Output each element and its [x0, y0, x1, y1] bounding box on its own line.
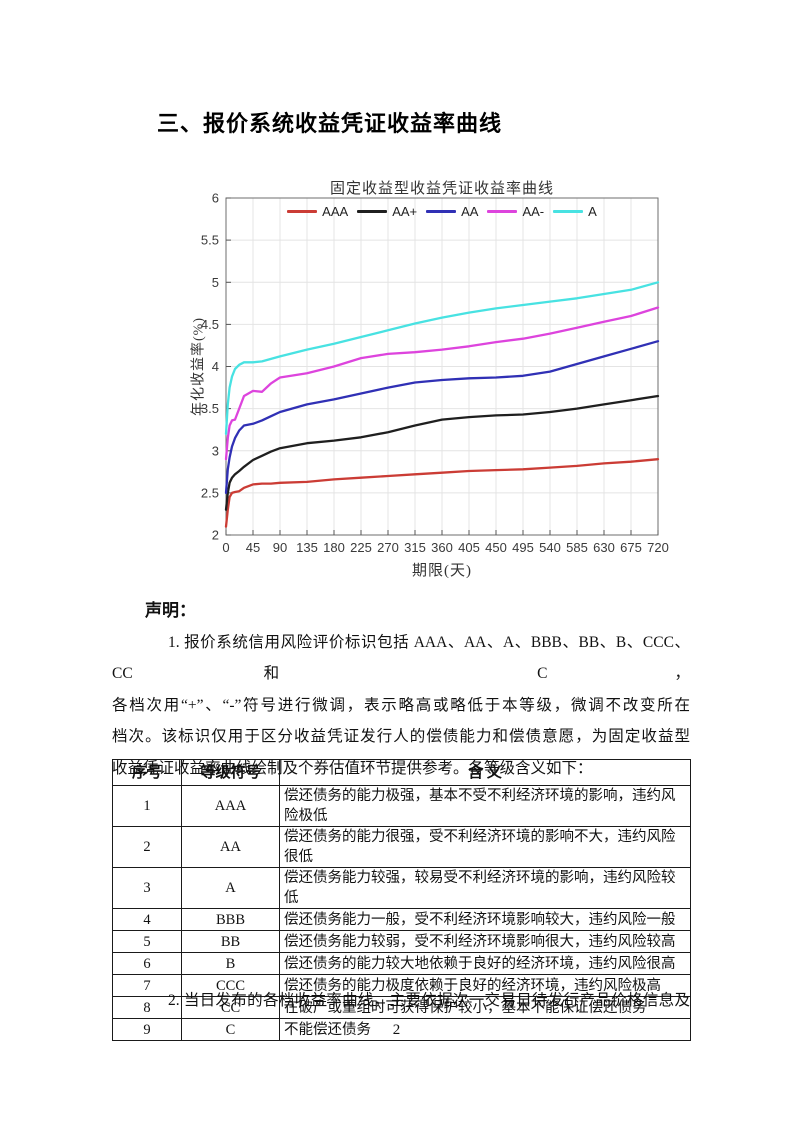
- y-tick-label: 2.5: [201, 485, 219, 500]
- x-tick-label: 630: [593, 540, 615, 555]
- cell-no: 5: [112, 930, 182, 953]
- table-row: 5 BB 偿还债务能力较弱，受不利经济环境影响很大，违约风险较高: [112, 930, 691, 953]
- x-tick-label: 45: [246, 540, 260, 555]
- y-tick-label: 4.5: [201, 317, 219, 332]
- y-tick-label: 5.5: [201, 233, 219, 248]
- legend-item-AA-: AA-: [487, 204, 544, 219]
- declaration-paragraph-2: 2. 当日发布的各档收益率曲线，主要依据次一交易日待发行产品价格信息及: [168, 992, 690, 1009]
- rating-table-header: 序号 等级符号 含 义: [112, 759, 691, 786]
- cell-no: 2: [112, 826, 182, 868]
- cell-no: 1: [112, 785, 182, 827]
- x-tick-label: 315: [404, 540, 426, 555]
- x-tick-label: 135: [296, 540, 318, 555]
- page-number: 2: [392, 1022, 401, 1038]
- header-cell-meaning: 含 义: [279, 759, 691, 786]
- y-tick-label: 6: [212, 191, 219, 206]
- legend-label-AA+: AA+: [392, 204, 418, 219]
- legend-item-AA+: AA+: [357, 204, 417, 219]
- y-tick-label: 5: [212, 275, 219, 290]
- cell-no: 4: [112, 908, 182, 931]
- x-tick-label: 450: [485, 540, 507, 555]
- cell-meaning: 偿还债务的能力极度依赖于良好的经济环境，违约风险极高: [279, 974, 691, 997]
- legend-swatch-AA: [426, 210, 457, 213]
- declaration-paragraph-1-line-2: 各档次用“+”、“-”符号进行微调，表示略高或略低于本等级，微调不改变所在: [112, 696, 690, 714]
- chart-legend: AAA AA+ AA AA- A: [226, 204, 658, 219]
- x-tick-label: 0: [222, 540, 229, 555]
- series-AA+-line: [224, 394, 660, 511]
- table-row: 9 C 不能偿还债务: [112, 1018, 691, 1041]
- legend-label-AA-: AA-: [522, 204, 545, 219]
- y-tick-label: 3: [212, 443, 219, 458]
- cell-symbol: BBB: [181, 908, 280, 931]
- declaration-label-text: 声明：: [145, 601, 196, 620]
- y-axis-label: 年化收益率(%): [191, 317, 207, 416]
- table-row: 7 CCC 偿还债务的能力极度依赖于良好的经济环境，违约风险极高: [112, 974, 691, 997]
- cell-meaning: 偿还债务能力一般，受不利经济环境影响较大，违约风险一般: [279, 908, 691, 931]
- x-tick-label: 495: [512, 540, 534, 555]
- x-tick-label: 540: [539, 540, 561, 555]
- cell-symbol: C: [181, 1018, 280, 1041]
- y-tick-label: 3.5: [201, 401, 219, 416]
- y-tick-label: 2: [212, 528, 219, 543]
- x-tick-label: 405: [458, 540, 480, 555]
- legend-item-A: A: [553, 204, 597, 219]
- legend-item-AA: AA: [426, 204, 478, 219]
- cell-meaning: 偿还债务的能力较大地依赖于良好的经济环境，违约风险很高: [279, 952, 691, 975]
- yield-curve-chart: 固定收益型收益凭证收益率曲线 AAA AA+ AA AA- A 0 45 90 135 180 2…: [185, 175, 690, 587]
- x-tick-label: 720: [647, 540, 669, 555]
- section-heading: 三、报价系统收益凭证收益率曲线: [157, 111, 503, 136]
- cell-symbol: AA: [181, 826, 280, 868]
- table-row: 2 AA 偿还债务的能力很强，受不利经济环境的影响不大，违约风险很低: [112, 826, 691, 868]
- legend-swatch-AA-: [487, 210, 518, 213]
- x-tick-label: 675: [620, 540, 642, 555]
- cell-no: 9: [112, 1018, 182, 1041]
- cell-symbol: AAA: [181, 785, 280, 827]
- x-tick-label: 225: [350, 540, 372, 555]
- declaration-label: 声明：: [112, 596, 690, 621]
- chart-plot-area: 0 45 90 135 180 225 270 315 360 405 450 495 540 585 63…: [201, 191, 669, 556]
- declaration-paragraph-1-line-3: 档次。该标识仅用于区分收益凭证发行人的偿债能力和偿债意愿，为固定收益型: [112, 728, 690, 746]
- rating-table-body: 1 AAA 偿还债务的能力极强，基本不受不利经济环境的影响，违约风险极低 2 AA 偿还债…: [112, 785, 691, 1041]
- cell-symbol: BB: [181, 930, 280, 953]
- cell-meaning: 偿还债务的能力极强，基本不受不利经济环境的影响，违约风险极低: [279, 785, 691, 827]
- header-cell-no: 序号: [112, 759, 182, 786]
- table-row: 8 CC 在破产或重组时可获得保护较小，基本不能保证偿还债务: [112, 996, 691, 1019]
- legend-label-AA: AA: [461, 204, 479, 219]
- cell-meaning: 在破产或重组时可获得保护较小，基本不能保证偿还债务: [279, 996, 691, 1019]
- legend-item-AAA: AAA: [287, 204, 348, 219]
- x-tick-label: 90: [273, 540, 287, 555]
- header-cell-symbol: 等级符号: [181, 759, 280, 786]
- table-row: 3 A 偿还债务能力较强，较易受不利经济环境的影响，违约风险较低: [112, 867, 691, 909]
- chart-title: 固定收益型收益凭证收益率曲线: [329, 181, 554, 197]
- cell-no: 6: [112, 952, 182, 975]
- x-tick-label: 585: [566, 540, 588, 555]
- series-A-line: [224, 281, 660, 436]
- x-tick-label: 270: [377, 540, 399, 555]
- series-AAA-line: [224, 458, 660, 528]
- table-row: 1 AAA 偿还债务的能力极强，基本不受不利经济环境的影响，违约风险极低: [112, 785, 691, 827]
- series-AA-line: [224, 340, 660, 495]
- rating-table: 序号 等级符号 含 义 1 AAA 偿还债务的能力极强，基本不受不利经济环境的影响，…: [112, 759, 691, 1041]
- table-row: 4 BBB 偿还债务能力一般，受不利经济环境影响较大，违约风险一般: [112, 908, 691, 931]
- cell-symbol: B: [181, 952, 280, 975]
- cell-meaning: 偿还债务能力较弱，受不利经济环境影响很大，违约风险较高: [279, 930, 691, 953]
- table-row: 6 B 偿还债务的能力较大地依赖于良好的经济环境，违约风险很高: [112, 952, 691, 975]
- series-AA--line: [224, 306, 660, 461]
- x-tick-label: 180: [323, 540, 345, 555]
- cell-meaning: 偿还债务能力较强，较易受不利经济环境的影响，违约风险较低: [279, 867, 691, 909]
- x-axis-label: 期限(天): [412, 563, 472, 579]
- y-tick-label: 4: [212, 359, 219, 374]
- cell-no: 3: [112, 867, 182, 909]
- legend-swatch-AAA: [287, 210, 318, 213]
- legend-swatch-AA+: [357, 210, 388, 213]
- legend-label-A: A: [588, 204, 597, 219]
- cell-meaning: 偿还债务的能力很强，受不利经济环境的影响不大，违约风险很低: [279, 826, 691, 868]
- x-tick-label: 360: [431, 540, 453, 555]
- cell-symbol: A: [181, 867, 280, 909]
- legend-swatch-A: [553, 210, 584, 213]
- legend-label-AAA: AAA: [322, 204, 349, 219]
- declaration-paragraph-1-line-1: 1. 报价系统信用风险评价标识包括 AAA、AA、A、BBB、BB、B、CCC、…: [112, 634, 690, 683]
- cell-meaning: 不能偿还债务: [279, 1018, 691, 1041]
